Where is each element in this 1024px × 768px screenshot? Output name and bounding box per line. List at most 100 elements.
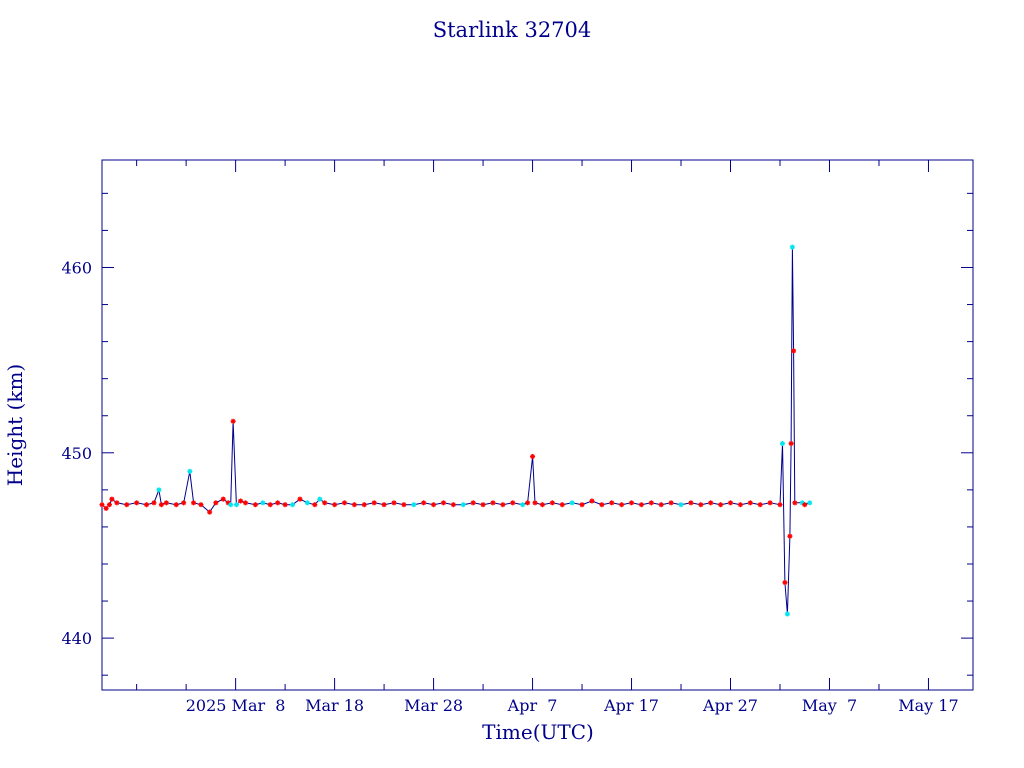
data-point (619, 502, 625, 508)
data-point (791, 348, 797, 354)
data-point (260, 500, 266, 506)
data-point (789, 244, 795, 250)
data-point (782, 580, 788, 586)
data-point (282, 502, 288, 508)
data-point (411, 502, 417, 508)
data-point (480, 502, 486, 508)
data-point (421, 500, 427, 506)
x-tick-label: May 7 (802, 696, 857, 715)
data-point (579, 502, 585, 508)
data-point (99, 502, 105, 508)
data-point (589, 498, 595, 504)
x-axis-label: Time(UTC) (482, 720, 594, 744)
data-point (658, 502, 664, 508)
data-point (500, 502, 506, 508)
data-point (238, 498, 244, 504)
data-point (213, 500, 219, 506)
data-point (173, 502, 179, 508)
data-point (807, 500, 813, 506)
data-point (737, 502, 743, 508)
data-point (802, 502, 808, 508)
data-point (784, 611, 790, 617)
plot-frame (101, 159, 974, 691)
data-point (450, 502, 456, 508)
data-point (158, 502, 164, 508)
data-point (520, 502, 526, 508)
x-tick-label: Apr 7 (507, 696, 558, 715)
data-point (144, 502, 150, 508)
data-point (391, 500, 397, 506)
data-point (191, 500, 197, 506)
data-point (569, 500, 575, 506)
data-point (609, 500, 615, 506)
data-point (708, 500, 714, 506)
series-line (101, 247, 810, 615)
data-point (156, 487, 162, 493)
data-point (252, 502, 258, 508)
data-point (539, 502, 545, 508)
data-point (106, 502, 112, 508)
data-point (181, 500, 187, 506)
y-tick-label: 450 (61, 444, 92, 463)
data-point (233, 502, 239, 508)
data-point (351, 502, 357, 508)
data-point (460, 502, 466, 508)
data-point (779, 441, 785, 447)
x-tick-label: May 17 (898, 696, 958, 715)
data-point (431, 502, 437, 508)
data-point (207, 509, 213, 515)
data-point (114, 500, 120, 506)
data-point (304, 500, 310, 506)
y-ticks: 440 450 460 (61, 192, 973, 676)
data-point (787, 533, 793, 539)
data-point (638, 502, 644, 508)
data-point (559, 502, 565, 508)
x-tick-label: Mar 28 (404, 696, 463, 715)
data-point (228, 502, 234, 508)
x-tick-label: 2025 Mar 8 (186, 696, 286, 715)
chart-title: Starlink 32704 (433, 18, 592, 42)
data-point (230, 418, 236, 424)
data-point (134, 500, 140, 506)
data-point (629, 500, 635, 506)
data-point (220, 496, 226, 502)
data-point (668, 500, 674, 506)
data-point (530, 454, 536, 460)
data-point (549, 500, 555, 506)
data-point (322, 500, 328, 506)
data-point (290, 502, 296, 508)
data-point (792, 500, 798, 506)
data-point (532, 500, 538, 506)
data-point (788, 441, 794, 447)
data-point (275, 500, 281, 506)
data-point (163, 500, 169, 506)
data-point (470, 500, 476, 506)
data-point (490, 500, 496, 506)
data-point (124, 502, 130, 508)
data-point (688, 500, 694, 506)
data-point (728, 500, 734, 506)
data-markers (99, 244, 813, 617)
x-ticks: 2025 Mar 8 Mar 18 Mar 28 Apr 7 Apr 17 Apr 27 M… (136, 160, 959, 715)
data-point (599, 502, 605, 508)
data-point (332, 502, 338, 508)
data-point (648, 500, 654, 506)
y-tick-label: 460 (61, 258, 92, 277)
data-point (151, 500, 157, 506)
y-axis-label: Height (km) (3, 364, 27, 486)
x-tick-label: Mar 18 (305, 696, 364, 715)
data-point (718, 502, 724, 508)
data-point (312, 502, 318, 508)
data-point (767, 500, 773, 506)
data-point (698, 502, 704, 508)
data-point (381, 502, 387, 508)
data-point (371, 500, 377, 506)
data-point (103, 505, 109, 511)
y-tick-label: 440 (61, 629, 92, 648)
data-point (243, 500, 249, 506)
data-point (297, 496, 303, 502)
data-point (525, 500, 531, 506)
data-point (341, 500, 347, 506)
data-point (198, 502, 204, 508)
